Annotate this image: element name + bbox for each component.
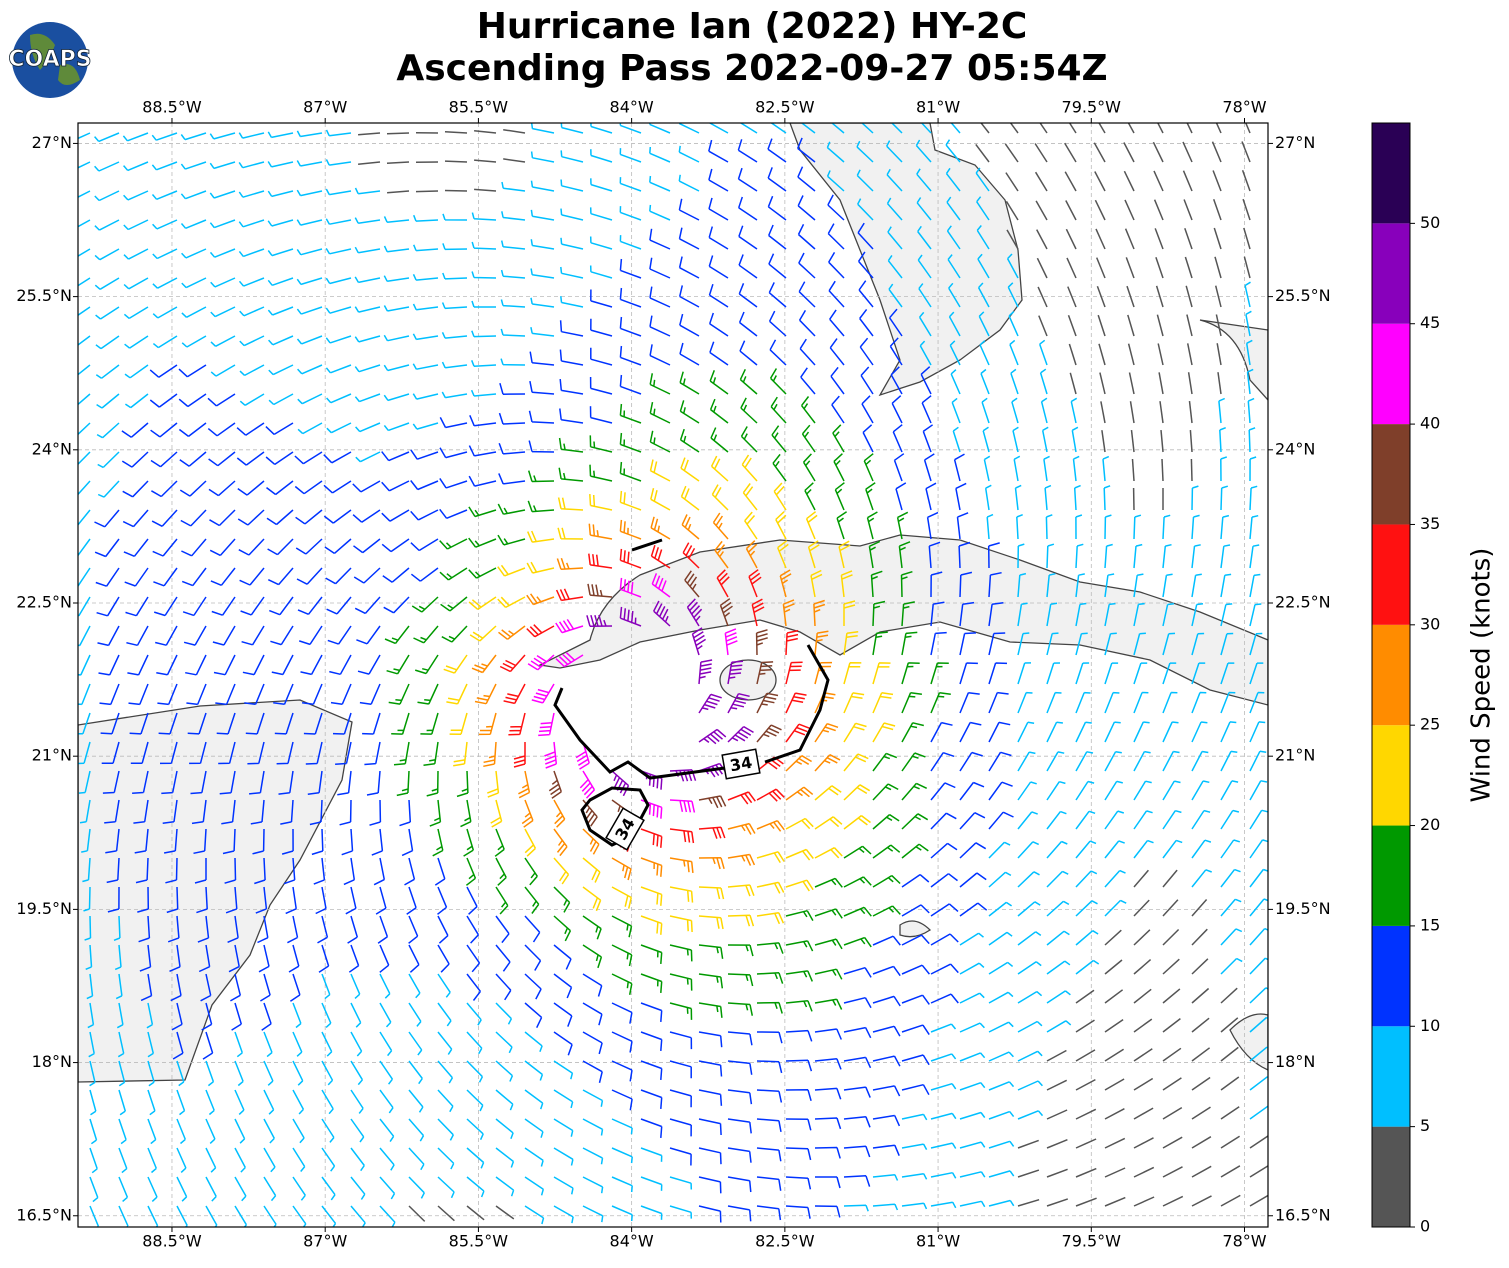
y-tick-label: 22.5°N <box>1275 593 1331 612</box>
colorbar-bin <box>1372 1127 1410 1227</box>
wind-barb <box>1162 459 1163 481</box>
colorbar-tick-label: 50 <box>1420 213 1440 232</box>
colorbar-tick-label: 35 <box>1420 514 1440 533</box>
colorbar-tick-label: 20 <box>1420 815 1440 834</box>
colorbar-tick-label: 0 <box>1420 1217 1430 1236</box>
y-tick-label: 18°N <box>1275 1052 1315 1071</box>
colorbar-tick-label: 25 <box>1420 715 1440 734</box>
y-tick-label: 21°N <box>1275 746 1315 765</box>
x-tick-label: 85.5°W <box>449 1232 509 1251</box>
wind-barb <box>1191 459 1192 481</box>
colorbar: 0 5 10 15 20 25 30 35 40 45 50 <box>1372 123 1440 1236</box>
y-tick-label: 16.5°N <box>1275 1205 1331 1224</box>
y-tick-label: 18°N <box>32 1052 72 1071</box>
colorbar-bin <box>1372 524 1410 624</box>
y-tick-label: 24°N <box>32 439 72 458</box>
colorbar-tick-label: 10 <box>1420 1016 1440 1035</box>
x-tick-label: 79.5°W <box>1062 98 1122 117</box>
y-tick-label: 21°N <box>32 746 72 765</box>
x-tick-label: 84°W <box>610 1232 654 1251</box>
y-tick-label: 25.5°N <box>1275 286 1331 305</box>
colorbar-label: Wind Speed (knots) <box>1467 548 1497 803</box>
colorbar-tick-label: 40 <box>1420 414 1440 433</box>
y-tick-label: 16.5°N <box>16 1205 72 1224</box>
colorbar-tick-label: 15 <box>1420 915 1440 934</box>
y-tick-label: 19.5°N <box>16 899 72 918</box>
contour-label: 34 <box>728 753 753 776</box>
x-tick-label: 88.5°W <box>142 1232 202 1251</box>
x-tick-label: 84°W <box>610 98 654 117</box>
wind-barb <box>445 191 467 192</box>
y-tick-label: 27°N <box>1275 133 1315 152</box>
colorbar-bin <box>1372 223 1410 323</box>
colorbar-bin <box>1372 1026 1410 1126</box>
logo-text: COAPS <box>8 47 91 72</box>
title-line-2: Ascending Pass 2022-09-27 05:54Z <box>396 48 1107 89</box>
wind-barb <box>387 133 409 134</box>
colorbar-bin <box>1372 725 1410 825</box>
y-tick-label: 25.5°N <box>16 286 72 305</box>
x-tick-label: 79.5°W <box>1062 1232 1122 1251</box>
x-tick-label: 88.5°W <box>142 98 202 117</box>
x-tick-label: 81°W <box>916 1232 960 1251</box>
x-tick-label: 82.5°W <box>755 98 815 117</box>
map-area: 34 34 <box>66 111 1273 1231</box>
x-tick-label: 82.5°W <box>755 1232 815 1251</box>
colorbar-bin <box>1372 123 1410 223</box>
colorbar-bin <box>1372 625 1410 725</box>
x-tick-label: 81°W <box>916 98 960 117</box>
x-tick-label: 87°W <box>303 98 347 117</box>
wind-barb <box>416 191 438 192</box>
colorbar-bin <box>1372 926 1410 1026</box>
x-tick-label: 85.5°W <box>449 98 509 117</box>
colorbar-tick-label: 45 <box>1420 313 1440 332</box>
y-tick-label: 22.5°N <box>16 593 72 612</box>
x-tick-label: 87°W <box>303 1232 347 1251</box>
colorbar-tick-label: 5 <box>1420 1116 1430 1135</box>
colorbar-tick-label: 30 <box>1420 614 1440 633</box>
x-tick-label: 78°W <box>1222 1232 1266 1251</box>
logo: COAPS <box>8 22 91 98</box>
y-tick-label: 24°N <box>1275 439 1315 458</box>
title-line-1: Hurricane Ian (2022) HY-2C <box>477 6 1028 47</box>
x-tick-label: 78°W <box>1222 98 1266 117</box>
wind-barb <box>445 161 467 162</box>
colorbar-bin <box>1372 826 1410 926</box>
colorbar-bin <box>1372 324 1410 424</box>
y-tick-label: 27°N <box>32 133 72 152</box>
colorbar-bin <box>1372 424 1410 524</box>
y-tick-label: 19.5°N <box>1275 899 1331 918</box>
